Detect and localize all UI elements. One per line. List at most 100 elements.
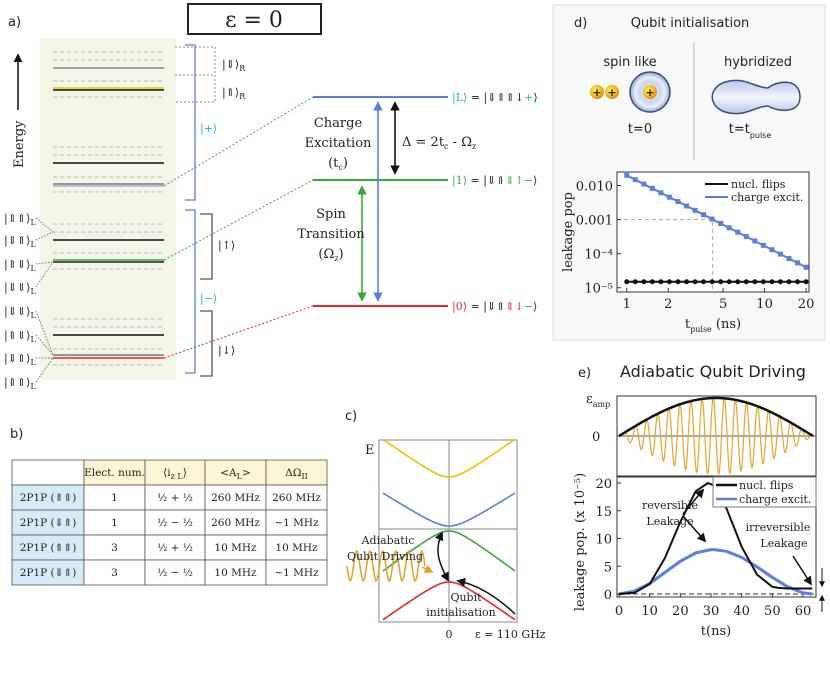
panel-c: c) E Adiabatic Qubit Driving Qubit initi…: [345, 409, 546, 641]
data-point: [752, 279, 758, 285]
x-tick-label: 2: [664, 297, 672, 312]
table-cell-value: 1: [111, 517, 118, 529]
level-0-label: |0⟩ = |⇓⇑⇑↓−⟩: [452, 300, 537, 314]
table-header: ⟨iz L⟩: [163, 467, 187, 481]
left-state-label: |⇓⇓⟩L: [4, 305, 36, 320]
energy-axis-label: Energy: [12, 120, 27, 168]
panel-d-label: d): [574, 16, 587, 31]
x-tick-label: 20: [672, 604, 689, 619]
data-point: [760, 242, 766, 248]
data-point: [726, 225, 732, 231]
table-cell-value: ½ + ½: [157, 542, 193, 554]
level-L-label: |L⟩ = |⇓⇑⇑↓+⟩: [452, 91, 538, 105]
up-bracket: [200, 213, 213, 280]
data-point: [795, 279, 801, 285]
state-down: |↓⟩: [218, 344, 235, 358]
band-curve: [382, 492, 516, 527]
data-point: [803, 264, 809, 270]
irreversible-label-1: irreversible: [746, 521, 811, 534]
hybridized-caption: hybridized: [724, 55, 792, 70]
left-state-labels: |⇑⇑⟩L |⇓⇑⟩L |⇑⇓⟩L |⇓⇓⟩L |⇓⇓⟩L |⇑⇓⟩L |⇓⇑⟩L |⇑⇑⟩L: [4, 212, 54, 391]
epsilon-title: ε = 0: [225, 8, 283, 33]
nucleus-icon: [643, 85, 657, 99]
panel-e-title: Adiabatic Qubit Driving: [620, 362, 806, 381]
table-cell: [265, 484, 328, 511]
table-cell-value: ½ − ½: [157, 517, 193, 529]
legend-label: nucl. flips: [739, 479, 794, 492]
table-cell-value: 1: [111, 492, 118, 504]
data-point: [743, 234, 749, 240]
spin-transition-line3: (Ωz): [318, 247, 343, 263]
data-point: [701, 279, 707, 285]
charge-excitation-line1: Charge: [314, 116, 363, 131]
energy-levels: [53, 51, 164, 366]
init-label-1: Qubit: [450, 591, 482, 604]
c-energy-label: E: [365, 443, 375, 458]
state-connector: [35, 310, 54, 356]
table-cell: [265, 559, 328, 586]
table-cell: [11, 459, 85, 486]
left-state-label: |⇑⇑⟩L: [4, 212, 36, 227]
data-point: [735, 229, 741, 235]
table-cell-value: 10 MHz: [275, 542, 318, 554]
data-point: [786, 255, 792, 261]
plus-sign: +: [645, 86, 654, 99]
delta-formula: Δ = 2tc - Ωz: [402, 135, 476, 151]
left-state-label: |⇓⇑⟩L: [4, 234, 36, 249]
leakage-vs-tpulse-chart: 1 2 5 10 20 0.010 0.001 10⁻⁴ 10⁻⁵ nucl. flipschar…: [561, 171, 814, 334]
legend-box: [712, 476, 817, 508]
reversible-label-1: reversible: [642, 499, 698, 512]
data-point: [735, 279, 741, 285]
band-curve: [382, 581, 516, 621]
table-cell: [11, 534, 85, 561]
data-point: [675, 279, 681, 285]
table-cell: [265, 534, 328, 561]
series-line: [618, 548, 813, 596]
table-cell: [204, 509, 267, 536]
state-minus: |−⟩: [200, 292, 217, 306]
table-cell-value: 260 MHz: [211, 517, 260, 529]
table-cell: [144, 459, 206, 486]
series-line-1: [626, 174, 807, 269]
data-point: [684, 203, 690, 209]
driving-wave-icon: [346, 549, 426, 583]
data-point: [743, 279, 749, 285]
state-connector: [35, 357, 54, 383]
spin-like-caption: spin like: [603, 55, 656, 70]
x-tick-label: 10: [756, 297, 773, 312]
data-point: [641, 181, 647, 187]
table-cell-value: 10 MHz: [214, 567, 257, 579]
initialisation-arrow: [456, 577, 516, 615]
data-point: [649, 279, 655, 285]
driving-arrow: [434, 531, 449, 582]
driving-label-2: Qubit Driving: [347, 550, 423, 563]
connector-1: [163, 179, 314, 261]
data-point: [760, 279, 766, 285]
pulse-envelope: [618, 396, 814, 438]
state-connector: [35, 217, 54, 233]
x-tick-label: 40: [733, 604, 750, 619]
irreversible-arrow: [792, 555, 812, 586]
data-point: [692, 279, 698, 285]
y-tick-label: 5: [604, 560, 612, 575]
state-down-r: |⇓⟩R: [222, 58, 246, 73]
data-point: [752, 238, 758, 244]
table-cell-value: 2P1P (⇓⇑): [20, 567, 77, 579]
wave-arrow: [421, 564, 434, 573]
state-connector: [35, 231, 54, 241]
panel-e-label: e): [578, 366, 591, 381]
data-point: [658, 279, 664, 285]
charge-excitation-line2: Excitation: [305, 136, 372, 151]
state-up: |↑⟩: [218, 239, 235, 253]
c-x-epsilon: ε = 110 GHz: [475, 628, 546, 641]
data-point: [709, 216, 715, 222]
data-point: [777, 251, 783, 257]
data-point: [718, 220, 724, 226]
x-tick-label: 10: [641, 604, 658, 619]
y-tick-label: 0.010: [576, 180, 613, 195]
legend-label: nucl. flips: [731, 178, 786, 191]
y-axis-label: leakage pop. (x 10⁻⁵): [573, 473, 588, 611]
hybridized-icon: [711, 79, 801, 115]
left-state-label: |⇓⇑⟩L: [4, 352, 36, 367]
